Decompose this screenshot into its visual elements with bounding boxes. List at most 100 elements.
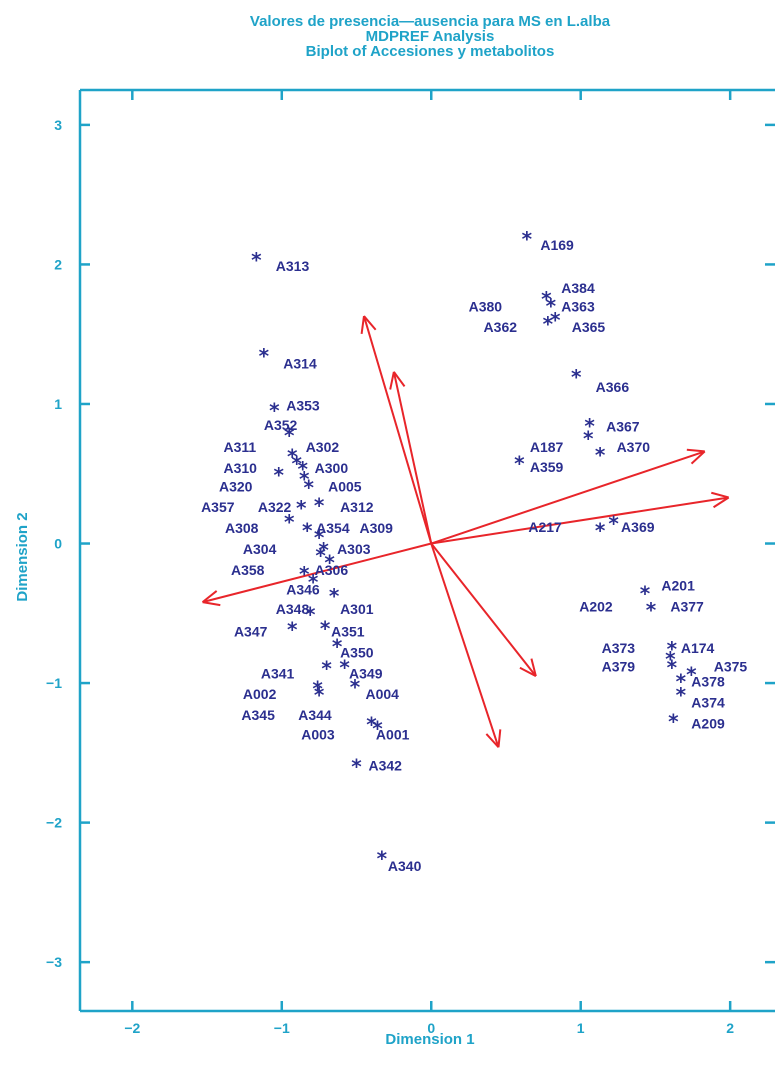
point-marker: *	[251, 248, 262, 272]
chart-subtitle-biplot: Biplot of Accesiones y metabolitos	[305, 43, 555, 60]
point-label: A357	[201, 499, 235, 515]
point-label: A377	[670, 598, 704, 614]
point-marker: *	[646, 598, 657, 622]
point-marker: *	[583, 426, 594, 450]
point-marker: *	[366, 713, 377, 737]
point-marker: *	[274, 463, 285, 487]
point-marker: *	[312, 676, 323, 700]
point-marker: *	[584, 414, 595, 438]
point-label: A348	[276, 601, 310, 617]
point-marker: *	[284, 424, 295, 448]
vector-arrow	[201, 542, 432, 607]
point-marker: *	[299, 562, 310, 586]
point-marker: *	[543, 312, 554, 336]
point-label: A306	[315, 562, 349, 578]
point-marker: *	[297, 457, 308, 481]
point-marker: *	[686, 662, 697, 686]
point-marker: *	[291, 452, 302, 476]
point-marker: *	[299, 467, 310, 491]
point-marker: *	[314, 493, 325, 517]
point-marker: *	[372, 717, 383, 741]
x-tick-label: 2	[726, 1020, 734, 1036]
point-marker: *	[314, 526, 325, 550]
point-label: A351	[331, 623, 365, 639]
point-label: A320	[219, 478, 253, 494]
point-label: A378	[691, 674, 725, 690]
point-label: A373	[602, 640, 636, 656]
point-marker: *	[668, 710, 679, 734]
point-marker: *	[287, 445, 298, 469]
point-marker: *	[302, 519, 313, 543]
point-label: A367	[606, 418, 640, 434]
point-marker: *	[287, 618, 298, 642]
point-label: A344	[298, 707, 332, 723]
point-label: A303	[337, 541, 371, 557]
point-marker: *	[305, 602, 316, 626]
point-marker: *	[308, 570, 319, 594]
y-tick-label: 1	[54, 396, 62, 412]
point-label: A302	[306, 439, 340, 455]
plot-frame	[78, 88, 775, 1013]
point-marker: *	[595, 519, 606, 543]
point-label: A002	[243, 686, 277, 702]
point-marker: *	[640, 581, 651, 605]
point-label: A201	[661, 577, 695, 593]
point-label: A354	[316, 520, 350, 536]
point-label: A352	[264, 417, 298, 433]
point-marker: *	[303, 475, 314, 499]
point-label: A347	[234, 623, 268, 639]
point-label: A341	[261, 665, 295, 681]
y-tick-label: −2	[46, 815, 62, 831]
point-marker: *	[284, 510, 295, 534]
point-label: A311	[223, 439, 256, 455]
x-tick-label: −1	[274, 1020, 290, 1036]
y-tick-label: −3	[46, 954, 62, 970]
point-label: A366	[596, 379, 630, 395]
point-marker: *	[571, 365, 582, 389]
point-label: A384	[561, 280, 595, 296]
point-label: A369	[621, 519, 655, 535]
point-marker: *	[514, 452, 525, 476]
point-marker: *	[522, 227, 533, 251]
point-label: A359	[530, 459, 564, 475]
point-label: A005	[328, 478, 362, 494]
point-marker: *	[676, 683, 687, 707]
point-label: A358	[231, 562, 265, 578]
point-label: A370	[617, 439, 651, 455]
point-marker: *	[667, 655, 678, 679]
y-tick-label: 2	[54, 256, 62, 272]
point-label: A350	[340, 644, 374, 660]
point-label: A174	[681, 640, 715, 656]
point-marker: *	[321, 657, 332, 681]
point-marker: *	[339, 655, 350, 679]
point-label: A345	[241, 707, 275, 723]
point-label: A365	[572, 319, 606, 335]
vector-arrow	[430, 542, 537, 677]
point-marker: *	[667, 637, 678, 661]
point-label: A313	[276, 258, 310, 274]
point-marker: *	[377, 847, 388, 871]
point-label: A310	[223, 460, 257, 476]
point-label: A187	[530, 439, 564, 455]
x-tick-label: 0	[427, 1020, 435, 1036]
point-label: A304	[243, 541, 277, 557]
point-label: A001	[376, 727, 410, 743]
point-label: A375	[714, 658, 748, 674]
point-label: A349	[349, 665, 383, 681]
point-label: A209	[691, 716, 725, 732]
point-marker: *	[351, 754, 362, 778]
y-tick-label: 3	[54, 117, 62, 133]
vector-arrows	[201, 315, 730, 748]
point-label: A308	[225, 520, 259, 536]
chart-subtitle-analysis: MDPREF Analysis	[365, 28, 495, 45]
x-tick-label: 1	[577, 1020, 585, 1036]
point-marker: *	[595, 443, 606, 467]
point-marker: *	[350, 675, 361, 699]
point-marker: *	[665, 647, 676, 671]
vector-arrow	[430, 448, 706, 545]
y-tick-label: −1	[46, 675, 62, 691]
point-labels: A313 A314 A353 A352 A311 A302 A310 A300 A320 A005…	[201, 237, 747, 874]
y-axis-title: Dimension 2	[14, 512, 31, 601]
vector-arrow	[430, 543, 502, 748]
